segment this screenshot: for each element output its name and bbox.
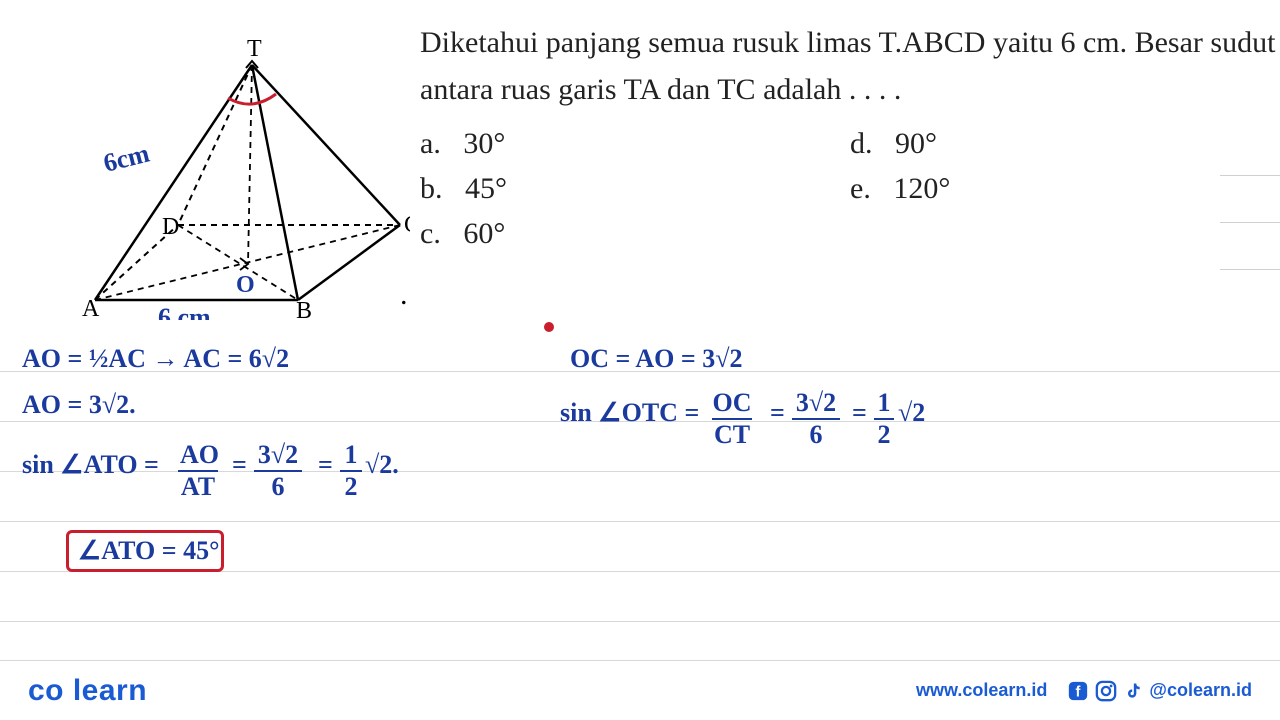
svg-text:C: C [404, 212, 410, 238]
work-line1-left: AO = ½AC → AC = 6√2 [22, 344, 289, 374]
footer-url: www.colearn.id [916, 680, 1047, 701]
work-line3-label: sin ∠ATO = [22, 450, 159, 480]
footer-handle: @colearn.id [1149, 680, 1252, 701]
tiktok-icon [1123, 680, 1143, 702]
svg-text:f: f [1076, 684, 1081, 700]
rfrac1: OC CT [712, 388, 752, 450]
work-line2-left: AO = 3√2. [22, 390, 136, 420]
brand-logo: co learn [28, 674, 147, 708]
rfrac3-tail: √2 [898, 398, 925, 428]
footer: co learn www.colearn.id f @colearn.id [0, 660, 1280, 720]
option-c: c. 60° [420, 211, 850, 256]
frac2: 3√2 6 [254, 440, 302, 502]
work-line1-right: OC = AO = 3√2 [570, 344, 742, 374]
svg-text:B: B [296, 298, 312, 320]
stray-period: . [400, 278, 408, 312]
svg-text:D: D [162, 214, 179, 240]
frac1-top: AO AT [178, 440, 218, 502]
edge-label-ab: 6 cm [158, 303, 211, 320]
pyramid-diagram: T A B C D 6cm 6 cm O [40, 20, 400, 310]
req1: = [770, 398, 785, 428]
svg-text:A: A [82, 296, 100, 320]
option-b: b. 45° [420, 166, 850, 211]
center-o-label: O [236, 272, 255, 298]
rfrac3: 1 2 [874, 388, 894, 450]
option-a: a. 30° [420, 121, 850, 166]
red-dot-marker [544, 322, 554, 332]
frac3-tail: √2. [365, 450, 399, 480]
question-text: Diketahui panjang semua rusuk limas T.AB… [420, 20, 1280, 113]
rfrac2: 3√2 6 [792, 388, 840, 450]
svg-text:T: T [247, 36, 262, 62]
margin-rules [1220, 175, 1280, 316]
social-icons: f @colearn.id [1067, 680, 1252, 702]
req2: = [852, 398, 867, 428]
work-line2-right: sin ∠OTC = [560, 398, 699, 428]
frac3: 1 2 [340, 440, 362, 502]
instagram-icon [1095, 680, 1117, 702]
answer-options: a. 30° b. 45° c. 60° d. 90° e. 120° [420, 121, 1280, 256]
option-d: d. 90° [850, 121, 1280, 166]
edge-label-ta: 6cm [100, 138, 152, 177]
question-text-area: Diketahui panjang semua rusuk limas T.AB… [400, 20, 1280, 310]
eq1: = [232, 450, 247, 480]
option-e: e. 120° [850, 166, 1280, 211]
facebook-icon: f [1067, 680, 1089, 702]
boxed-answer: ∠ATO = 45° [78, 536, 219, 566]
eq2: = [318, 450, 333, 480]
